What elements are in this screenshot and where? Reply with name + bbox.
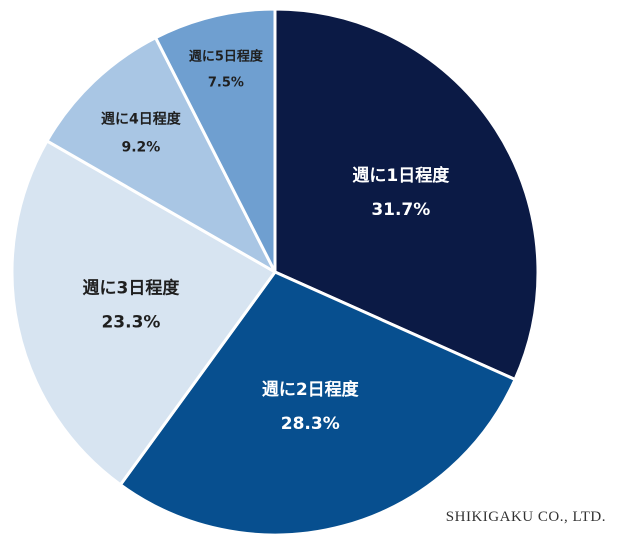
pie-slice-5 (154, 7, 277, 274)
slice-value-2: 28.3% (281, 414, 340, 434)
slice-value-3: 23.3% (101, 312, 160, 332)
slice-label-4: 週に4日程度 (101, 110, 182, 127)
slice-label-3: 週に3日程度 (83, 277, 181, 298)
slice-label-1: 週に1日程度 (352, 165, 450, 186)
slice-value-4: 9.2% (121, 139, 160, 155)
pie-slice-1 (273, 7, 540, 381)
pie-slice-3 (10, 139, 277, 487)
pie-slice-4 (45, 36, 277, 274)
slice-label-5: 週に5日程度 (189, 48, 264, 64)
slice-label-2: 週に2日程度 (262, 379, 360, 400)
company-credit: SHIKIGAKU CO., LTD. (445, 509, 606, 525)
slice-value-1: 31.7% (371, 200, 430, 220)
pie-slice-2 (118, 270, 517, 537)
slice-value-5: 7.5% (208, 75, 244, 90)
